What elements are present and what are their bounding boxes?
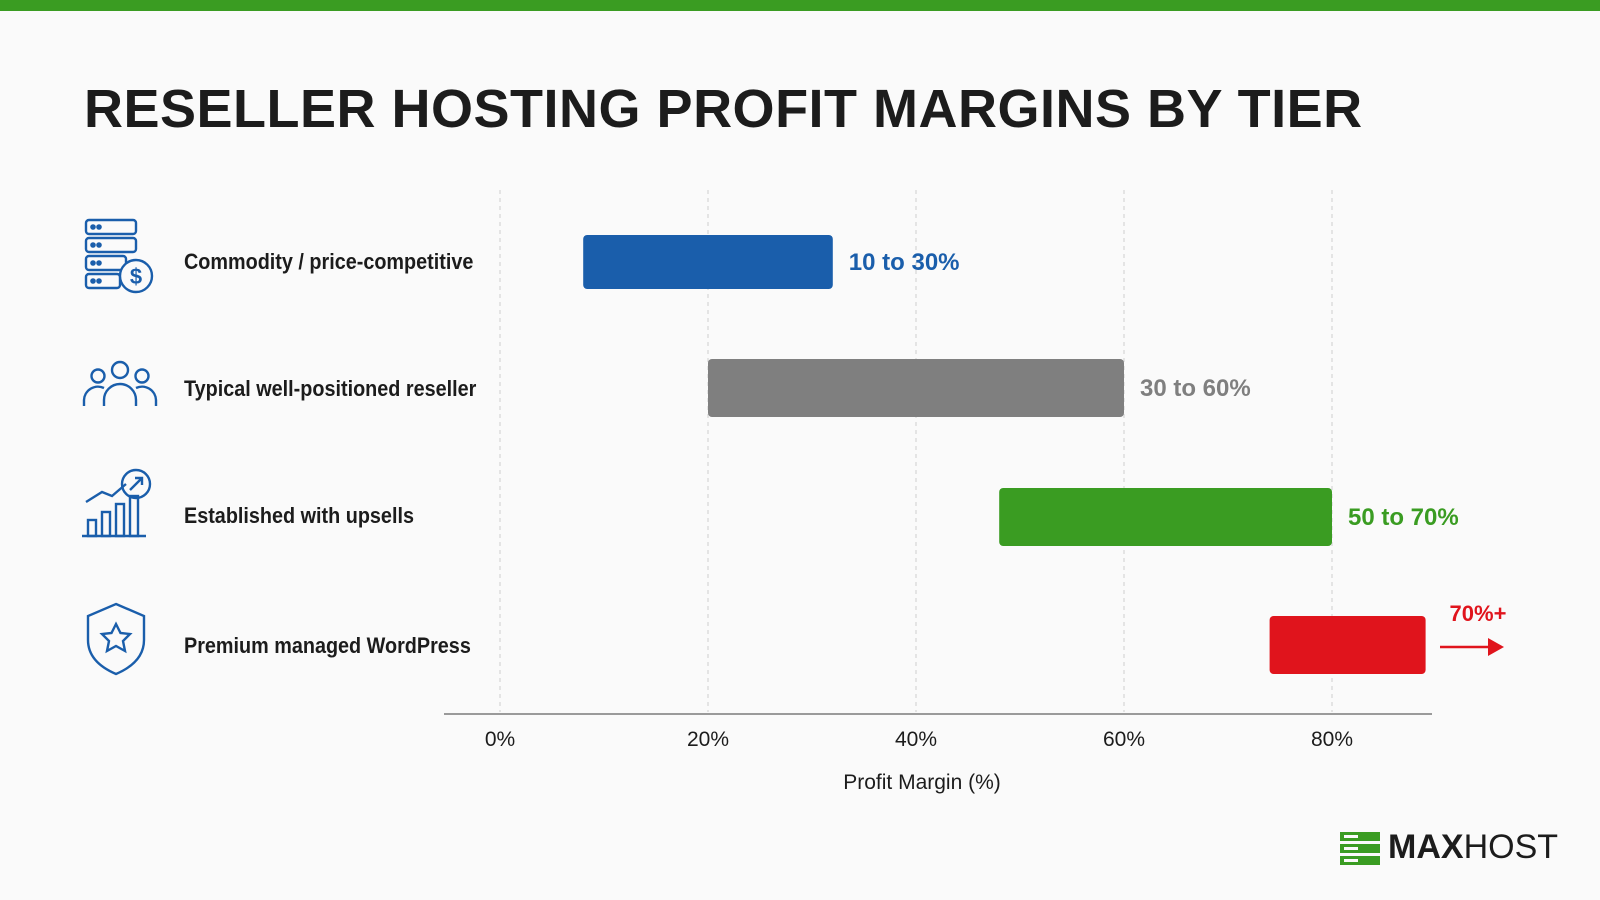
row-label-typical: Typical well-positioned reseller	[184, 376, 477, 401]
chart-title: RESELLER HOSTING PROFIT MARGINS BY TIER	[84, 79, 1363, 139]
x-tick-label: 0%	[485, 728, 515, 751]
arrow-right-icon	[1488, 638, 1504, 656]
server-dollar-icon: $	[84, 218, 154, 294]
x-tick-label: 40%	[895, 728, 937, 751]
server-stack-logo-icon	[1340, 832, 1380, 865]
growth-chart-icon	[82, 468, 152, 538]
bar-value-label: 70%+	[1450, 601, 1507, 626]
bar-4	[1269, 616, 1426, 674]
row-label-premium: Premium managed WordPress	[184, 633, 471, 658]
x-tick-label: 20%	[687, 728, 729, 751]
bar-3	[999, 488, 1332, 546]
bar-value-label: 10 to 30%	[849, 249, 960, 276]
bar-value-label: 50 to 70%	[1348, 504, 1459, 531]
shield-star-icon	[86, 602, 146, 676]
row-label-established: Established with upsells	[184, 503, 414, 528]
row-label-commodity: Commodity / price-competitive	[184, 249, 474, 274]
top-accent-bar	[0, 0, 1600, 11]
bar-value-label: 30 to 60%	[1140, 375, 1251, 402]
x-tick-label: 60%	[1103, 728, 1145, 751]
logo-text-bold: MAX	[1388, 828, 1464, 866]
x-tick-label: 80%	[1311, 728, 1353, 751]
bar-1	[583, 235, 833, 289]
bar-2	[708, 359, 1124, 417]
x-axis-title: Profit Margin (%)	[843, 771, 1001, 794]
logo-text-regular: HOST	[1463, 828, 1559, 866]
svg-text:$: $	[130, 264, 142, 289]
users-group-icon	[82, 360, 158, 406]
